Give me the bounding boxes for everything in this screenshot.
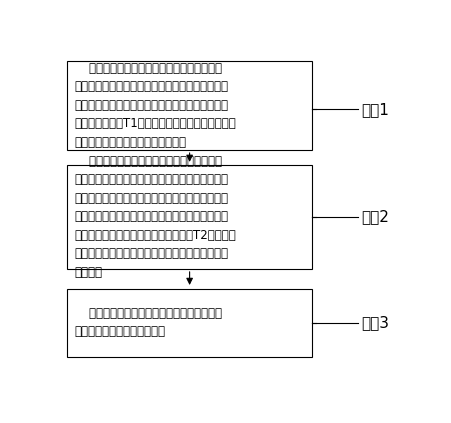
Text: 步骤3: 步骤3 xyxy=(360,315,388,330)
Bar xyxy=(67,60,312,150)
Text: 步骤1: 步骤1 xyxy=(360,102,388,117)
Bar xyxy=(67,288,312,357)
Text: 在变压器的中性点和高压侧两端加入第一正
直流电压，利用高速测试原件，测试直流电流的充
电上升波形，当电流达到第一预设值时，停止加电
，记录加压时间T1，并接入放: 在变压器的中性点和高压侧两端加入第一正 直流电压，利用高速测试原件，测试直流电流… xyxy=(74,62,235,149)
Text: 步骤2: 步骤2 xyxy=(360,209,388,224)
Bar xyxy=(67,165,312,269)
Text: 基于所述电流波形和加压时间进行比较，判
断出所述变压器是否具有剩磁: 基于所述电流波形和加压时间进行比较，判 断出所述变压器是否具有剩磁 xyxy=(74,307,221,338)
Text: 在所述中性点和所述高压侧两端加入第一负
直流电压，其中，所述第一正直流电压和所述第一
负直流电压的数值大小相等，利用所述高速测试原
件，测试直流电流的充电上升波: 在所述中性点和所述高压侧两端加入第一负 直流电压，其中，所述第一正直流电压和所述… xyxy=(74,155,235,279)
